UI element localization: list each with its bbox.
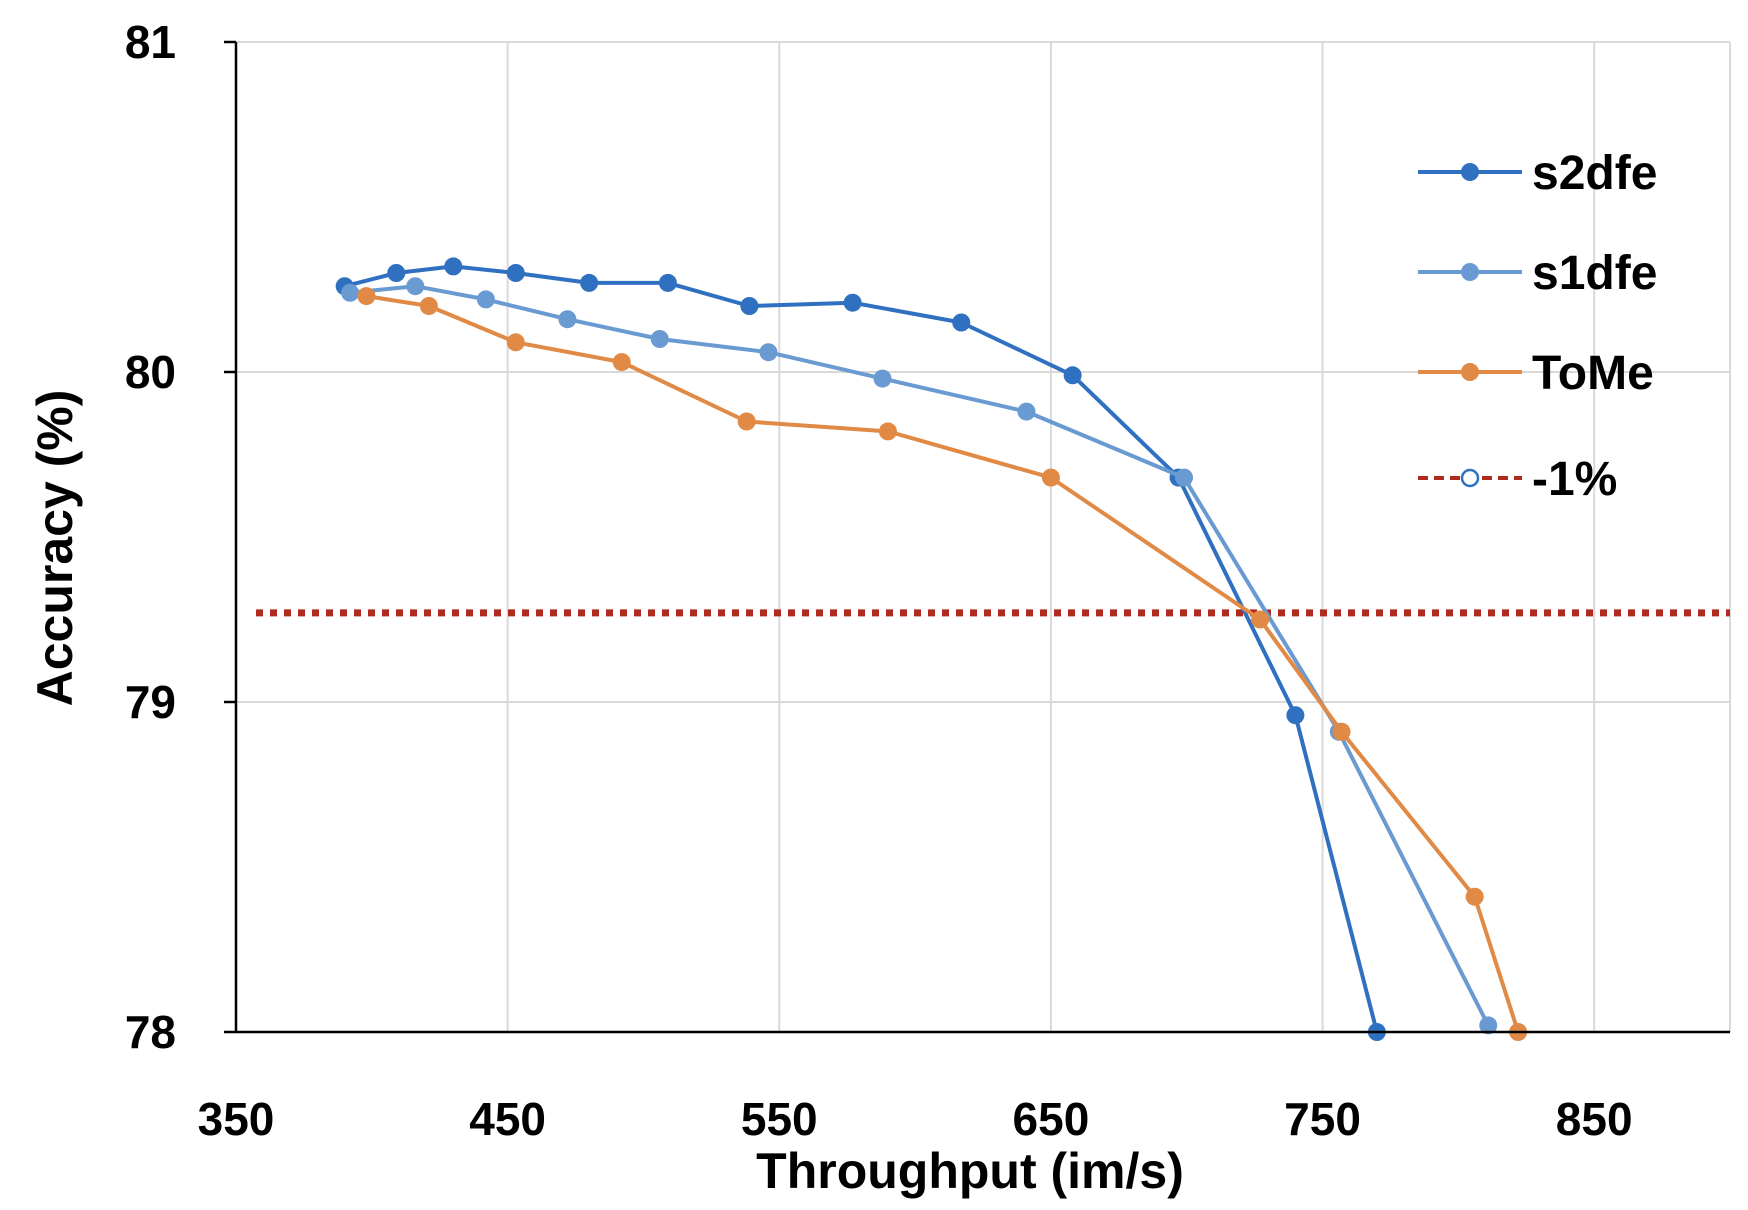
legend-marker-s1dfe [1461, 263, 1479, 281]
data-point-s2dfe-2 [444, 257, 463, 276]
data-point-s2dfe-8 [952, 313, 971, 332]
series-line-ToMe [366, 294, 1521, 1033]
data-point-ToMe-5 [878, 422, 897, 441]
x-tick-label-350: 350 [198, 1093, 275, 1145]
series-line-s1dfe [349, 284, 1491, 1027]
data-point-s1dfe-3 [558, 310, 577, 329]
legend-label-ToMe: ToMe [1532, 347, 1654, 400]
y-tick-label-78: 78 [125, 1006, 176, 1058]
x-axis-title: Throughput (im/s) [756, 1143, 1184, 1199]
x-tick-label-450: 450 [469, 1093, 546, 1145]
data-point-ToMe-7 [1251, 610, 1270, 629]
legend-marker-ToMe [1461, 363, 1479, 381]
data-point-s1dfe-5 [759, 343, 778, 362]
data-point-s1dfe-1 [406, 277, 425, 296]
data-point-s2dfe-7 [843, 293, 862, 312]
data-point-ToMe-6 [1041, 468, 1060, 487]
x-tick-label-650: 650 [1013, 1093, 1090, 1145]
data-point-ToMe-4 [737, 412, 756, 431]
legend-label-reference: -1% [1532, 453, 1617, 506]
data-point-ToMe-3 [612, 353, 631, 372]
x-tick-labels: 350 450 550 650 750 850 [198, 1093, 1633, 1145]
axes [224, 40, 1730, 1034]
data-point-s2dfe-11 [1286, 706, 1305, 725]
data-point-s2dfe-5 [658, 273, 677, 292]
y-tick-label-80: 80 [125, 346, 176, 398]
x-tick-label-850: 850 [1556, 1093, 1633, 1145]
series-line-s2dfe [344, 264, 1379, 1033]
data-point-s2dfe-1 [387, 264, 406, 282]
legend-marker-reference [1460, 468, 1480, 488]
data-point-ToMe-0 [357, 287, 376, 306]
data-point-s1dfe-2 [476, 290, 495, 309]
data-point-s2dfe-9 [1063, 366, 1082, 385]
data-point-ToMe-2 [506, 333, 525, 352]
data-point-s2dfe-6 [740, 297, 759, 315]
series-group [335, 257, 1528, 1041]
data-point-s1dfe-10 [1479, 1016, 1498, 1035]
data-point-ToMe-8 [1332, 722, 1351, 741]
legend-label-s2dfe: s2dfe [1532, 147, 1657, 200]
y-tick-label-79: 79 [125, 676, 176, 728]
legend-marker-s2dfe [1461, 163, 1479, 181]
data-point-s2dfe-4 [580, 273, 599, 292]
data-point-ToMe-1 [419, 297, 438, 315]
grid-lines [236, 41, 1731, 1032]
x-tick-label-550: 550 [741, 1093, 818, 1145]
y-axis-title: Accuracy (%) [27, 390, 83, 707]
data-point-s1dfe-7 [1017, 402, 1036, 421]
data-point-s1dfe-8 [1175, 468, 1194, 487]
y-tick-labels: 78 79 80 81 [125, 16, 176, 1058]
legend: s2dfe s1dfe ToMe -1% [1418, 147, 1657, 506]
data-point-ToMe-9 [1465, 887, 1484, 906]
data-point-s1dfe-6 [873, 369, 892, 388]
data-point-s1dfe-4 [650, 330, 669, 348]
y-tick-label-81: 81 [125, 16, 176, 68]
data-point-s1dfe-0 [341, 283, 360, 302]
legend-label-s1dfe: s1dfe [1532, 247, 1657, 300]
data-point-s2dfe-3 [506, 264, 525, 282]
x-tick-label-750: 750 [1284, 1093, 1361, 1145]
